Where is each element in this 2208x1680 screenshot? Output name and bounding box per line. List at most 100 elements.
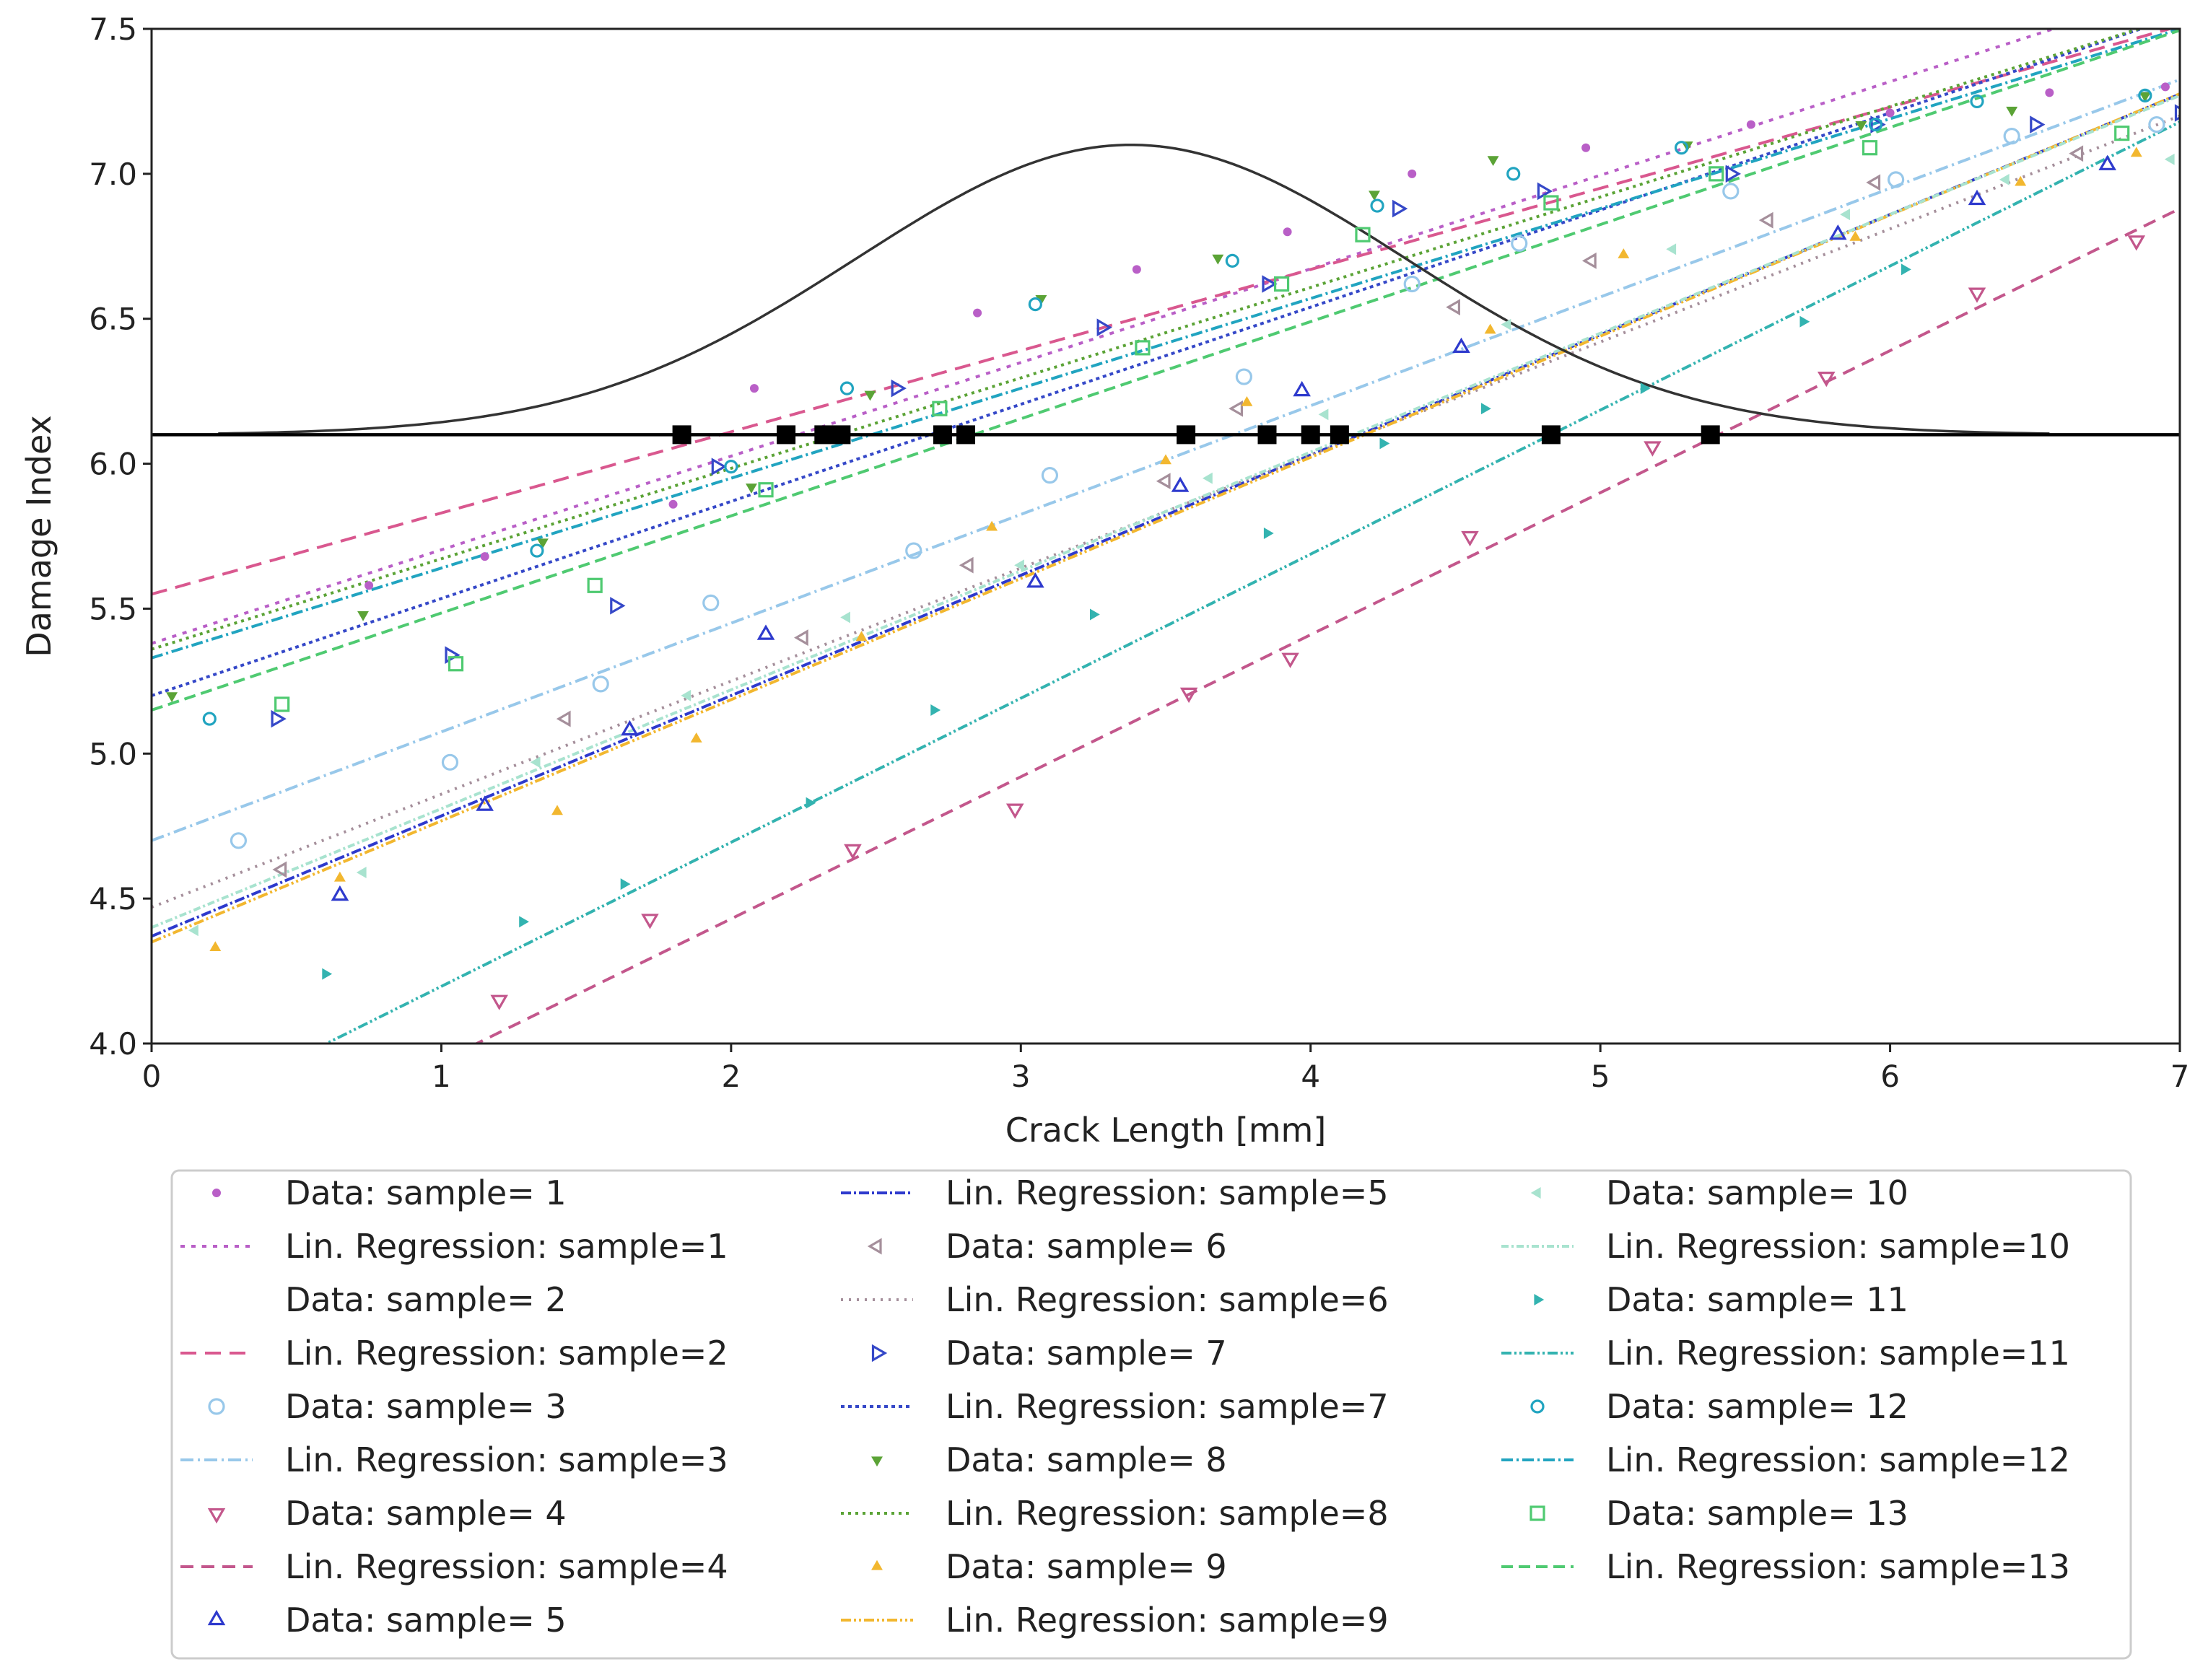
data-point-sample-9 <box>1618 248 1630 258</box>
y-tick-label: 6.0 <box>89 447 137 482</box>
crossing-marker <box>832 425 851 445</box>
legend-label: Data: sample= 9 <box>946 1547 1227 1586</box>
legend-label: Data: sample= 10 <box>1606 1173 1908 1212</box>
legend-entry-data-sample-10: Data: sample= 10 <box>1530 1173 1908 1212</box>
legend-label: Data: sample= 11 <box>1606 1280 1908 1319</box>
data-point-sample-6 <box>2069 145 2084 162</box>
data-point-sample-11 <box>1799 315 1810 328</box>
data-point-sample-1 <box>1885 108 1895 118</box>
legend-entry-data-sample-6: Data: sample= 6 <box>867 1227 1227 1266</box>
data-point-sample-8 <box>1369 191 1380 201</box>
data-point-sample-7 <box>1725 165 1741 183</box>
data-point-sample-10 <box>1999 173 2010 185</box>
data-point-sample-7 <box>2174 104 2180 122</box>
data-point-sample-7 <box>1870 115 1886 134</box>
data-point-sample-4 <box>1644 441 1662 457</box>
data-point-sample-12 <box>1506 167 1521 181</box>
data-point-sample-7 <box>891 379 907 398</box>
data-point-sample-10 <box>356 867 367 878</box>
data-point-sample-3 <box>230 832 248 849</box>
data-point-sample-3 <box>441 753 459 771</box>
data-point-sample-9 <box>1160 454 1171 465</box>
data-point-sample-13 <box>274 696 290 712</box>
data-point-sample-13 <box>1355 227 1371 242</box>
data-point-sample-7 <box>711 458 728 476</box>
legend-label: Data: sample= 6 <box>946 1227 1227 1266</box>
data-point-sample-9 <box>855 631 868 642</box>
data-point-sample-3 <box>1722 183 1740 200</box>
data-point-sample-12 <box>724 459 738 474</box>
data-point-sample-10 <box>1014 559 1024 572</box>
data-point-sample-8 <box>357 611 369 621</box>
data-point-sample-8 <box>1855 121 1867 131</box>
crossing-marker <box>1330 425 1349 445</box>
data-point-sample-1 <box>668 499 678 509</box>
legend-label: Lin. Regression: sample=10 <box>1606 1227 2070 1266</box>
legend-box <box>170 1169 2132 1660</box>
data-point-sample-4 <box>1968 287 1986 303</box>
crossing-marker <box>956 425 976 445</box>
data-point-sample-10 <box>188 924 198 937</box>
data-point-sample-7 <box>610 597 626 615</box>
data-point-sample-10 <box>2164 153 2175 165</box>
legend-label: Lin. Regression: sample=9 <box>946 1601 1389 1640</box>
data-point-sample-9 <box>1241 396 1253 406</box>
regression-line-sample-13 <box>152 29 2180 712</box>
legend-entry-fit-sample-2: Lin. Regression: sample=2 <box>180 1334 728 1373</box>
x-tick-label: 1 <box>432 1059 451 1094</box>
pdf-curve-layer <box>218 143 2050 435</box>
legend-handle-marker <box>1534 1294 1545 1305</box>
x-axis-label: Crack Length [mm] <box>1005 1111 1327 1150</box>
legend-entry-fit-sample-8: Lin. Regression: sample=8 <box>841 1494 1389 1533</box>
data-point-sample-6 <box>1758 211 1773 229</box>
data-point-sample-13 <box>2114 126 2130 141</box>
regression-line-sample-1 <box>152 29 2059 645</box>
legend-handle-marker <box>207 1508 226 1524</box>
data-point-sample-9 <box>1484 323 1496 334</box>
data-point-sample-9 <box>333 871 346 882</box>
regression-line-sample-12 <box>152 29 2180 660</box>
crossing-marker <box>1541 425 1561 445</box>
legend-entry-fit-sample-3: Lin. Regression: sample=3 <box>180 1440 728 1479</box>
legend-label: Lin. Regression: sample=5 <box>946 1173 1389 1212</box>
data-point-sample-3 <box>1235 368 1252 385</box>
legend-entry-data-sample-8: Data: sample= 8 <box>871 1440 1227 1479</box>
data-point-sample-1 <box>2160 82 2170 92</box>
x-tick-label: 4 <box>1301 1059 1320 1094</box>
data-point-sample-4 <box>490 994 508 1010</box>
data-point-sample-5 <box>476 795 494 811</box>
data-point-sample-9 <box>209 941 222 952</box>
data-point-sample-1 <box>1408 169 1417 178</box>
data-point-sample-4 <box>844 844 862 860</box>
legend-entry-fit-sample-12: Lin. Regression: sample=12 <box>1501 1440 2070 1479</box>
crossing-marker <box>672 425 691 445</box>
data-point-sample-3 <box>2003 128 2020 145</box>
data-point-sample-11 <box>930 704 941 716</box>
x-tick-label: 3 <box>1011 1059 1031 1094</box>
data-point-sample-10 <box>1318 408 1329 421</box>
data-point-sample-13 <box>932 401 948 416</box>
x-tick-label: 5 <box>1591 1059 1610 1094</box>
data-point-sample-13 <box>1862 140 1878 156</box>
data-point-sample-10 <box>840 611 851 624</box>
legend-label: Data: sample= 5 <box>285 1601 567 1640</box>
threshold-layer <box>152 425 2180 445</box>
data-point-sample-1 <box>2045 88 2054 97</box>
x-tick-label: 6 <box>1880 1059 1900 1094</box>
data-point-sample-6 <box>959 556 974 574</box>
data-point-sample-8 <box>1212 254 1224 265</box>
y-tick-label: 7.5 <box>89 12 137 47</box>
legend-handle-marker <box>1530 1187 1541 1199</box>
data-point-sample-5 <box>1026 572 1044 588</box>
plot-area <box>152 29 2180 1044</box>
crossing-marker <box>1177 425 1196 445</box>
data-point-sample-11 <box>806 797 816 809</box>
data-point-sample-5 <box>1171 476 1190 492</box>
data-point-sample-10 <box>1501 318 1511 331</box>
data-point-sample-3 <box>2148 115 2165 134</box>
data-point-sample-11 <box>1263 528 1274 539</box>
legend-label: Data: sample= 8 <box>946 1440 1227 1479</box>
data-point-sample-13 <box>758 482 774 498</box>
legend-handle-marker <box>1530 1399 1545 1414</box>
